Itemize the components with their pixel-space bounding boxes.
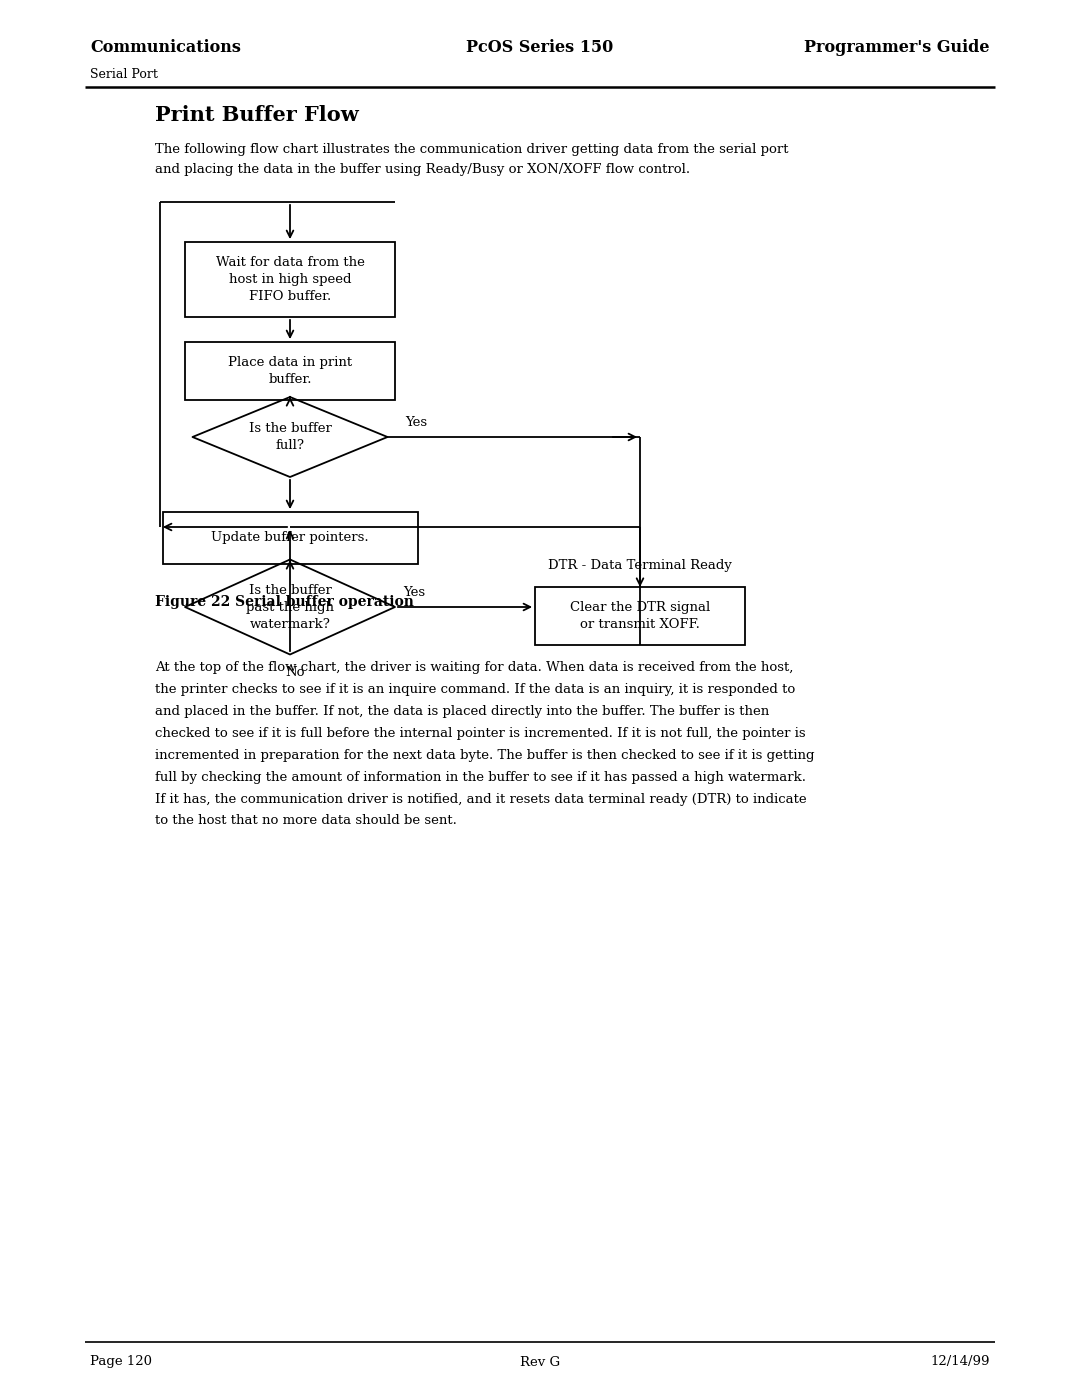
Text: Figure 22 Serial buffer operation: Figure 22 Serial buffer operation (156, 595, 414, 609)
Text: Is the buffer
past the high
watermark?: Is the buffer past the high watermark? (246, 584, 334, 630)
Text: full by checking the amount of information in the buffer to see if it has passed: full by checking the amount of informati… (156, 771, 806, 784)
Bar (535, 587, 745, 645)
Text: incremented in preparation for the next data byte. The buffer is then checked to: incremented in preparation for the next … (156, 749, 814, 761)
Text: If it has, the communication driver is notified, and it resets data terminal rea: If it has, the communication driver is n… (156, 792, 807, 806)
Text: Rev G: Rev G (519, 1355, 561, 1369)
Text: Yes: Yes (403, 585, 426, 599)
Text: the printer checks to see if it is an inquire command. If the data is an inquiry: the printer checks to see if it is an in… (156, 683, 795, 696)
Text: PcOS Series 150: PcOS Series 150 (467, 39, 613, 56)
Text: The following flow chart illustrates the communication driver getting data from : The following flow chart illustrates the… (156, 142, 788, 155)
Text: and placed in the buffer. If not, the data is placed directly into the buffer. T: and placed in the buffer. If not, the da… (156, 704, 769, 718)
Text: Update buffer pointers.: Update buffer pointers. (212, 531, 368, 545)
Text: Wait for data from the
host in high speed
FIFO buffer.: Wait for data from the host in high spee… (216, 257, 364, 303)
Bar (185, 242, 395, 317)
Bar (163, 511, 418, 564)
Text: Page 120: Page 120 (90, 1355, 152, 1369)
Text: Print Buffer Flow: Print Buffer Flow (156, 105, 359, 124)
Text: and placing the data in the buffer using Ready/Busy or XON/XOFF flow control.: and placing the data in the buffer using… (156, 162, 690, 176)
Text: to the host that no more data should be sent.: to the host that no more data should be … (156, 814, 457, 827)
Text: 12/14/99: 12/14/99 (931, 1355, 990, 1369)
Text: Clear the DTR signal
or transmit XOFF.: Clear the DTR signal or transmit XOFF. (570, 601, 711, 631)
Text: checked to see if it is full before the internal pointer is incremented. If it i: checked to see if it is full before the … (156, 726, 806, 739)
Text: Programmer's Guide: Programmer's Guide (805, 39, 990, 56)
Text: Is the buffer
full?: Is the buffer full? (248, 422, 332, 453)
Bar (185, 342, 395, 400)
Text: Place data in print
buffer.: Place data in print buffer. (228, 356, 352, 386)
Text: At the top of the flow chart, the driver is waiting for data. When data is recei: At the top of the flow chart, the driver… (156, 661, 794, 673)
Text: No: No (285, 666, 305, 679)
Text: Serial Port: Serial Port (90, 68, 158, 81)
Text: Yes: Yes (405, 416, 427, 429)
Text: Communications: Communications (90, 39, 241, 56)
Text: DTR - Data Terminal Ready: DTR - Data Terminal Ready (548, 559, 732, 571)
